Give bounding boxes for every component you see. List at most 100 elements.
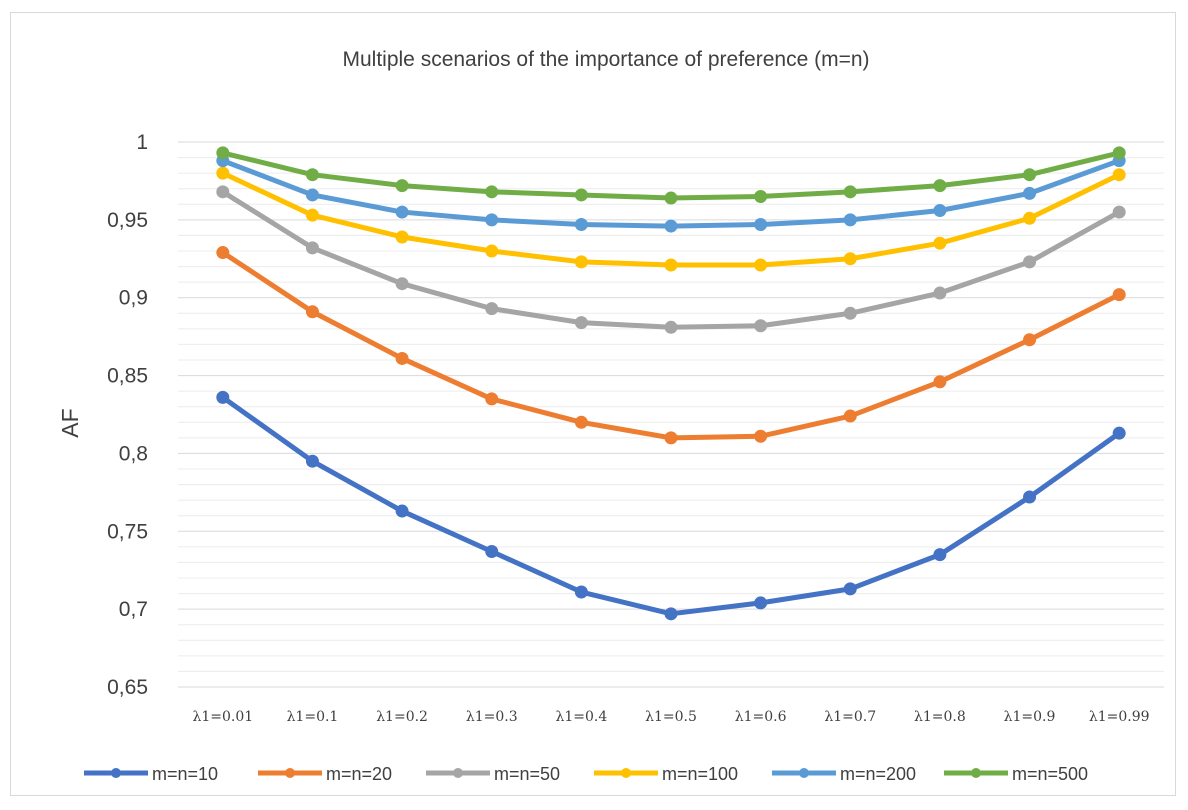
data-point — [574, 415, 588, 429]
data-point — [305, 305, 319, 319]
data-point — [1112, 205, 1126, 219]
data-point — [754, 258, 768, 272]
legend-swatch-marker — [799, 768, 809, 778]
legend-swatch-marker — [453, 768, 463, 778]
y-tick-label: 0,8 — [119, 442, 148, 465]
series-m=n=10 — [216, 390, 1126, 621]
series-layer — [216, 146, 1126, 621]
x-tick-label: λ1=0.5 — [645, 709, 697, 725]
y-tick-label: 0,95 — [107, 209, 148, 232]
data-point — [485, 244, 499, 258]
data-point — [664, 320, 678, 334]
y-tick-label: 0,85 — [107, 365, 148, 388]
data-point — [395, 230, 409, 244]
y-tick-label: 0,7 — [119, 598, 148, 621]
data-point — [574, 255, 588, 269]
legend-label: m=n=50 — [494, 764, 560, 784]
data-point — [485, 392, 499, 406]
series-m=n=50 — [216, 185, 1126, 334]
x-tick-label: λ1=0.1 — [287, 709, 339, 725]
data-point — [395, 179, 409, 193]
data-point — [395, 277, 409, 291]
x-tick-label: λ1=0.9 — [1004, 709, 1056, 725]
data-point — [395, 351, 409, 365]
legend-label: m=n=10 — [152, 764, 218, 784]
data-point — [664, 191, 678, 205]
x-tick-label: λ1=0.2 — [376, 709, 428, 725]
data-point — [305, 241, 319, 255]
data-point — [754, 190, 768, 203]
data-point — [574, 218, 588, 232]
x-tick-label: λ1=0.4 — [555, 709, 607, 725]
y-tick-label: 0,75 — [107, 520, 148, 543]
x-axis-ticks: λ1=0.01 λ1=0.1 λ1=0.2 λ1=0.3 λ1=0.4 λ1=0.5 λ1=… — [192, 709, 1149, 725]
data-point — [1023, 333, 1037, 347]
data-point — [664, 607, 678, 621]
data-point — [1023, 168, 1037, 182]
data-point — [1023, 186, 1037, 200]
data-point — [485, 185, 499, 199]
data-point — [754, 596, 768, 610]
data-point — [754, 429, 768, 443]
legend-label: m=n=100 — [662, 764, 738, 784]
series-m=n=20 — [216, 246, 1126, 445]
data-point — [216, 390, 230, 404]
legend-item: m=n=10 — [84, 764, 218, 784]
data-point — [216, 246, 230, 260]
legend-swatch-marker — [285, 768, 295, 778]
data-point — [485, 302, 499, 316]
data-point — [1112, 146, 1126, 160]
legend-item: m=n=200 — [772, 764, 916, 784]
x-tick-label: λ1=0.3 — [466, 709, 518, 725]
data-point — [933, 179, 947, 193]
data-point — [664, 219, 678, 233]
x-tick-label: λ1=0.01 — [192, 709, 253, 725]
legend-item: m=n=500 — [944, 764, 1088, 784]
legend-item: m=n=20 — [258, 764, 392, 784]
legend-item: m=n=100 — [594, 764, 738, 784]
data-point — [574, 585, 588, 599]
data-point — [933, 286, 947, 300]
legend-label: m=n=500 — [1012, 764, 1088, 784]
data-point — [843, 582, 857, 596]
legend-swatch-marker — [111, 768, 121, 778]
x-tick-label: λ1=0.7 — [824, 709, 876, 725]
data-point — [216, 185, 230, 199]
legend-swatch-marker — [621, 768, 631, 778]
data-point — [843, 213, 857, 227]
y-axis-ticks: 1 0,95 0,9 0,85 0,8 0,75 0,7 0,65 — [107, 131, 148, 699]
gridlines — [178, 141, 1164, 688]
x-tick-label: λ1=0.6 — [735, 709, 787, 725]
y-tick-label: 1 — [136, 131, 148, 154]
data-point — [754, 218, 768, 232]
data-point — [485, 213, 499, 227]
series-line — [220, 150, 1122, 201]
data-point — [305, 168, 319, 182]
data-point — [485, 545, 499, 559]
y-tick-label: 0,9 — [119, 287, 148, 310]
data-point — [843, 252, 857, 266]
data-point — [754, 319, 768, 333]
data-point — [305, 188, 319, 202]
legend: m=n=10 m=n=20 m=n=50 m=n=100 m=n=200 m=n=500 — [84, 764, 1088, 784]
data-point — [305, 454, 319, 468]
series-m=n=100 — [216, 166, 1126, 272]
data-point — [305, 208, 319, 222]
legend-label: m=n=200 — [840, 764, 916, 784]
data-point — [395, 504, 409, 518]
data-point — [1023, 255, 1037, 269]
data-point — [216, 146, 230, 160]
data-point — [664, 431, 678, 445]
data-point — [843, 306, 857, 320]
x-tick-label: λ1=0.99 — [1089, 709, 1150, 725]
data-point — [843, 409, 857, 423]
series-line — [220, 394, 1122, 617]
data-point — [216, 166, 230, 180]
data-point — [843, 185, 857, 199]
data-point — [933, 548, 947, 562]
data-point — [933, 204, 947, 218]
y-axis-label: AF — [57, 408, 83, 437]
data-point — [1023, 211, 1037, 225]
data-point — [933, 375, 947, 389]
